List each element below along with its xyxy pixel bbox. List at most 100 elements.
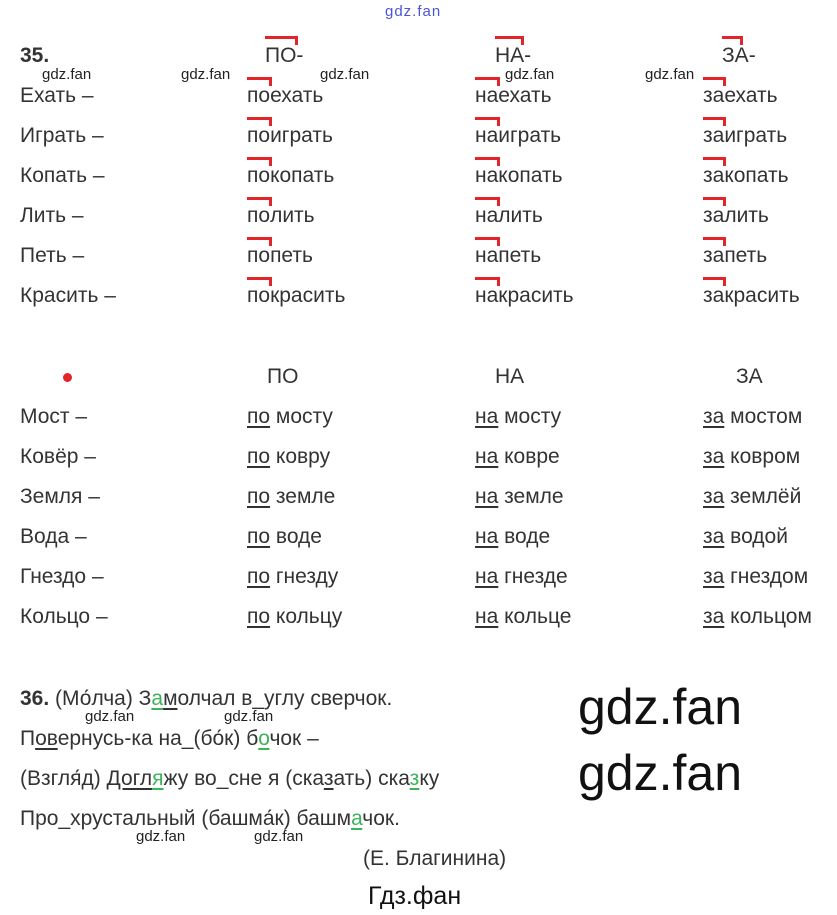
footer-text: Гдз.фан xyxy=(368,882,462,910)
marked-letter: о xyxy=(258,727,270,750)
watermark: gdz.fan xyxy=(320,66,370,83)
noun-phrase: по ковру xyxy=(247,445,330,469)
prefix-text: на xyxy=(475,124,499,147)
marked-letter: з xyxy=(323,767,334,790)
prefix-text: за xyxy=(703,84,725,107)
marked-letter: а xyxy=(151,687,164,710)
prefix-text: по xyxy=(247,284,271,307)
verb-form: на красить xyxy=(475,277,574,308)
noun-form: гнезде xyxy=(498,565,568,588)
noun-phrase: за кольцом xyxy=(703,605,812,629)
verb-form: за лить xyxy=(703,197,769,228)
root: копать xyxy=(498,164,563,187)
preposition-header: НА xyxy=(495,365,525,388)
noun-phrase: по гнезду xyxy=(247,565,338,589)
verb-form: на играть xyxy=(475,117,562,148)
verb-form: на лить xyxy=(475,197,543,228)
verb-form: на копать xyxy=(475,157,563,188)
preposition-header: ПО xyxy=(267,365,299,388)
prefix: по xyxy=(247,117,273,148)
marked-letter: з xyxy=(409,767,420,790)
column-header: НА- xyxy=(495,36,532,68)
noun-form: ковре xyxy=(498,445,560,468)
noun-phrase: на кольце xyxy=(475,605,571,629)
column-header: ЗА- xyxy=(722,36,756,68)
prefix-mark-icon xyxy=(247,117,273,126)
prefix-text: по xyxy=(247,84,271,107)
marked-letter: а xyxy=(351,807,363,830)
prefix-header: ЗА- xyxy=(722,44,756,67)
preposition: по xyxy=(247,605,271,628)
prefix-mark-icon xyxy=(475,157,501,166)
prefix-text: за xyxy=(703,124,725,147)
noun-phrase: за землёй xyxy=(703,485,801,509)
root: петь xyxy=(498,244,542,267)
prefix: за xyxy=(703,277,727,308)
root: играть xyxy=(498,124,562,147)
verb-form: за играть xyxy=(703,117,788,148)
prefix-mark-icon xyxy=(495,36,524,45)
prefix-text: по xyxy=(247,244,271,267)
prefix: по xyxy=(247,197,273,228)
prefix-text: за xyxy=(703,244,725,267)
noun-form: ковру xyxy=(270,445,331,468)
prefix-header: НА- xyxy=(495,44,532,67)
prefix-text: за xyxy=(703,204,725,227)
preposition: на xyxy=(475,525,499,548)
root: ехать xyxy=(270,84,324,107)
verb-base: Петь – xyxy=(20,244,85,267)
verb-form: по лить xyxy=(247,197,315,228)
prefix-mark-icon xyxy=(722,36,743,45)
prefix: по xyxy=(247,77,273,108)
prefix: за xyxy=(703,157,727,188)
noun-base: Земля – xyxy=(20,485,100,508)
noun-form: гнездом xyxy=(724,565,809,588)
prefix-mark-icon xyxy=(247,157,273,166)
noun-form: водой xyxy=(724,525,788,548)
text-segment: ать) ска xyxy=(333,767,410,790)
noun-base: Мост – xyxy=(20,405,88,428)
prefix-mark-icon xyxy=(703,117,727,126)
prefix: на xyxy=(475,197,501,228)
noun-phrase: на земле xyxy=(475,485,564,509)
noun-form: земле xyxy=(270,485,336,508)
noun-phrase: за ковром xyxy=(703,445,800,469)
noun-phrase: за гнездом xyxy=(703,565,808,589)
verb-form: за копать xyxy=(703,157,789,188)
noun-base: Вода – xyxy=(20,525,87,548)
text-segment: Про_хрустальный (башма́к) башм xyxy=(20,807,352,830)
preposition: за xyxy=(703,605,725,628)
prefix-mark-icon xyxy=(247,237,273,246)
root: играть xyxy=(724,124,788,147)
root: копать xyxy=(270,164,335,187)
watermark: gdz.fan xyxy=(181,66,231,83)
prefix-text: на xyxy=(475,164,499,187)
poem-line: (Взгля́д) Догляжу во_сне я (сказать) ска… xyxy=(20,767,439,791)
noun-phrase: по воде xyxy=(247,525,322,549)
noun-form: кольце xyxy=(498,605,572,628)
prefix: за xyxy=(703,117,727,148)
preposition: за xyxy=(703,525,725,548)
root: ехать xyxy=(724,84,778,107)
preposition: по xyxy=(247,405,271,428)
verb-base: Копать – xyxy=(20,164,105,187)
noun-base: Гнездо – xyxy=(20,565,104,588)
preposition: на xyxy=(475,605,499,628)
noun-form: землёй xyxy=(724,485,802,508)
verb-form: на ехать xyxy=(475,77,552,108)
marked-letter: Догл xyxy=(106,767,153,790)
watermark: gdz.fan xyxy=(224,708,274,725)
poem-line: Повернусь-ка на_(бо́к) бочок – xyxy=(20,727,319,751)
prefix-mark-icon xyxy=(475,237,501,246)
prefix-text: за xyxy=(703,164,725,187)
prefix-mark-icon xyxy=(703,237,727,246)
prefix-text: на xyxy=(475,84,499,107)
verb-base: Играть – xyxy=(20,124,104,147)
verb-base: Ехать – xyxy=(20,84,94,107)
prefix: за xyxy=(703,237,727,268)
poem-line: 36. (Мо́лча) Замолчал в_углу сверчок. xyxy=(20,687,392,711)
noun-form: ковром xyxy=(724,445,801,468)
text-segment: П xyxy=(20,727,36,750)
preposition: по xyxy=(247,525,271,548)
